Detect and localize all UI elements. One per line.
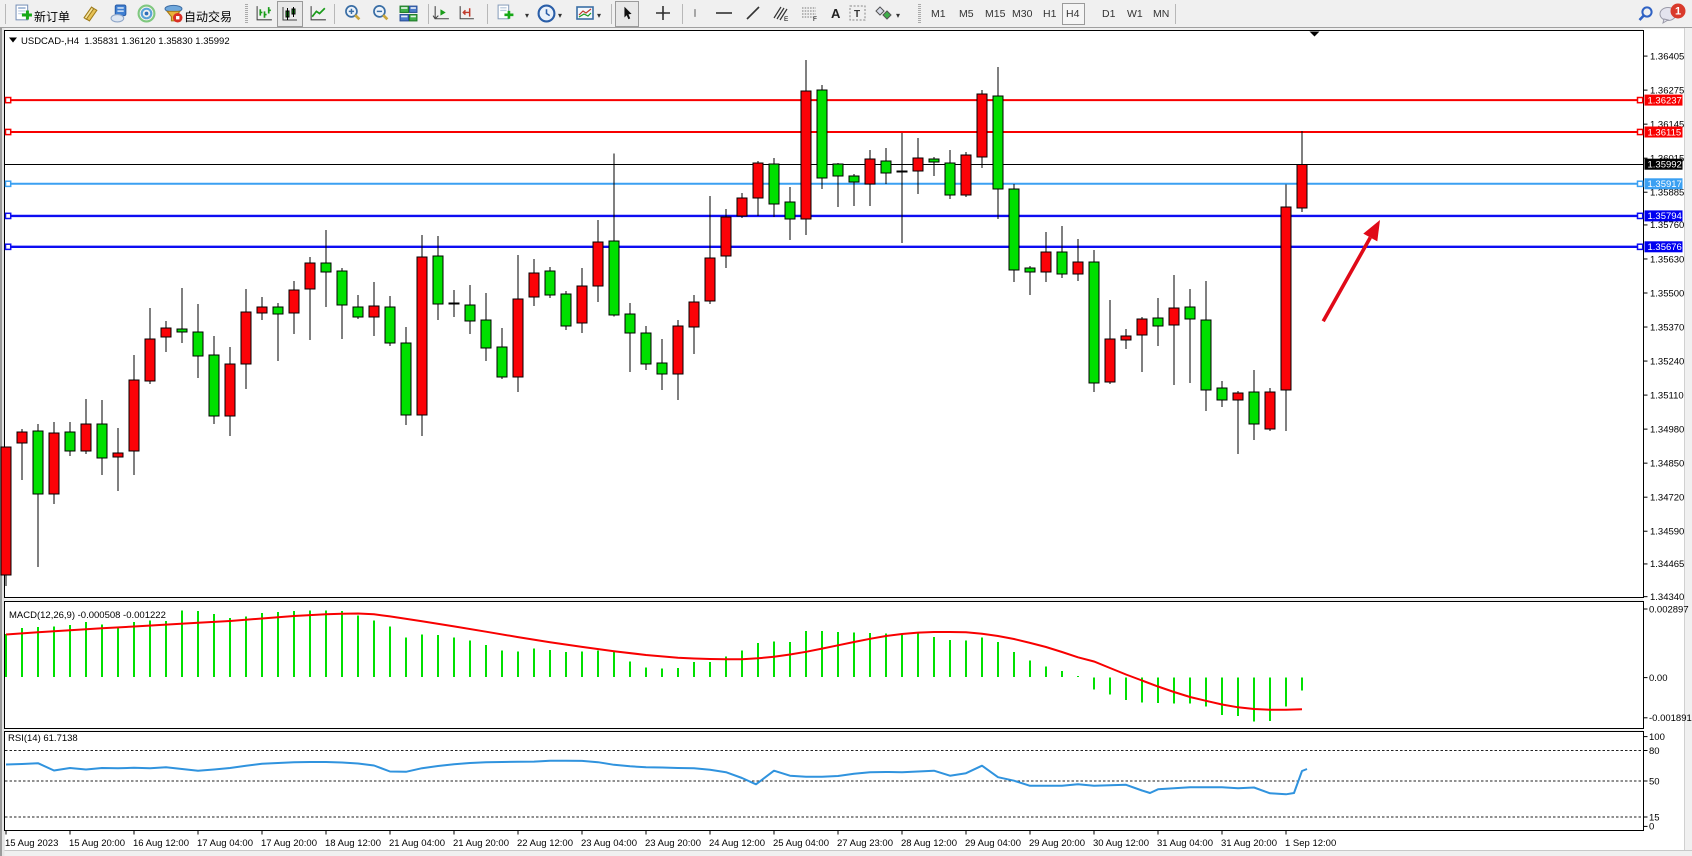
svg-text:F: F [813,16,817,22]
svg-text:50: 50 [1649,776,1660,787]
svg-text:1.35760: 1.35760 [1650,220,1684,231]
svg-text:1.35794: 1.35794 [1648,211,1682,222]
svg-text:0.00: 0.00 [1649,673,1668,684]
svg-text:21 Aug 04:00: 21 Aug 04:00 [389,838,445,849]
svg-text:0.002897: 0.002897 [1649,604,1689,615]
svg-text:21 Aug 20:00: 21 Aug 20:00 [453,838,509,849]
svg-text:16 Aug 12:00: 16 Aug 12:00 [133,838,189,849]
svg-text:1.34850: 1.34850 [1650,458,1684,469]
svg-text:29 Aug 20:00: 29 Aug 20:00 [1029,838,1085,849]
svg-text:1.35676: 1.35676 [1648,242,1682,253]
svg-text:1 Sep 12:00: 1 Sep 12:00 [1285,838,1336,849]
svg-text:1.36237: 1.36237 [1648,95,1682,106]
svg-text:1.35885: 1.35885 [1650,188,1684,199]
svg-text:15 Aug 20:00: 15 Aug 20:00 [69,838,125,849]
svg-text:24 Aug 12:00: 24 Aug 12:00 [709,838,765,849]
svg-text:28 Aug 12:00: 28 Aug 12:00 [901,838,957,849]
svg-text:-0.001891: -0.001891 [1649,713,1692,724]
svg-text:1.35917: 1.35917 [1648,179,1682,190]
svg-text:29 Aug 04:00: 29 Aug 04:00 [965,838,1021,849]
svg-text:22 Aug 12:00: 22 Aug 12:00 [517,838,573,849]
svg-text:25 Aug 04:00: 25 Aug 04:00 [773,838,829,849]
svg-text:23 Aug 04:00: 23 Aug 04:00 [581,838,637,849]
svg-text:27 Aug 23:00: 27 Aug 23:00 [837,838,893,849]
svg-text:17 Aug 20:00: 17 Aug 20:00 [261,838,317,849]
svg-text:E: E [784,16,789,22]
svg-text:1.34465: 1.34465 [1650,559,1684,570]
svg-text:31 Aug 20:00: 31 Aug 20:00 [1221,838,1277,849]
svg-text:17 Aug 04:00: 17 Aug 04:00 [197,838,253,849]
svg-text:1.35630: 1.35630 [1650,254,1684,265]
svg-text:MACD(12,26,9) -0.000508 -0.001: MACD(12,26,9) -0.000508 -0.001222 [9,610,166,621]
svg-text:1.35110: 1.35110 [1650,390,1684,401]
svg-text:15 Aug 2023: 15 Aug 2023 [5,838,58,849]
svg-text:1.34590: 1.34590 [1650,527,1684,538]
svg-text:0: 0 [1649,822,1654,833]
svg-text:23 Aug 20:00: 23 Aug 20:00 [645,838,701,849]
svg-text:100: 100 [1649,732,1665,743]
svg-text:USDCAD-,H4 1.35831 1.36120 1.: USDCAD-,H4 1.35831 1.36120 1.35830 1.359… [21,36,230,47]
svg-text:1.36145: 1.36145 [1650,119,1684,130]
svg-text:1.35500: 1.35500 [1650,288,1684,299]
svg-text:1.36405: 1.36405 [1650,51,1684,62]
svg-text:T: T [854,9,860,20]
svg-text:15: 15 [1649,812,1660,823]
svg-text:1.36275: 1.36275 [1650,85,1684,96]
svg-text:31 Aug 04:00: 31 Aug 04:00 [1157,838,1213,849]
svg-text:1.36115: 1.36115 [1648,127,1682,138]
svg-text:1.34980: 1.34980 [1650,424,1684,435]
svg-text:30 Aug 12:00: 30 Aug 12:00 [1093,838,1149,849]
svg-text:1.35240: 1.35240 [1650,356,1684,367]
svg-text:80: 80 [1649,746,1660,757]
svg-text:1.35370: 1.35370 [1650,322,1684,333]
svg-text:1.34340: 1.34340 [1650,592,1684,603]
svg-text:1.35992: 1.35992 [1648,160,1682,171]
svg-text:1.34720: 1.34720 [1650,492,1684,503]
svg-text:1: 1 [1675,6,1681,18]
svg-text:18 Aug 12:00: 18 Aug 12:00 [325,838,381,849]
svg-text:RSI(14) 61.7138: RSI(14) 61.7138 [8,733,78,744]
